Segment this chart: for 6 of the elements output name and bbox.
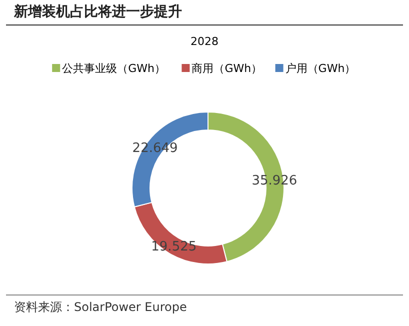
text: 资料来源：SolarPower Europe [14,300,187,314]
chart-title: 新增装机占比将进一步提升 [13,3,182,20]
legend-label: 户用（GWh） [285,62,356,75]
legend-label: 公共事业级（GWh） [62,62,166,75]
chart-subtitle: 2028 [190,35,218,48]
legend-label: 商用（GWh） [192,62,262,75]
